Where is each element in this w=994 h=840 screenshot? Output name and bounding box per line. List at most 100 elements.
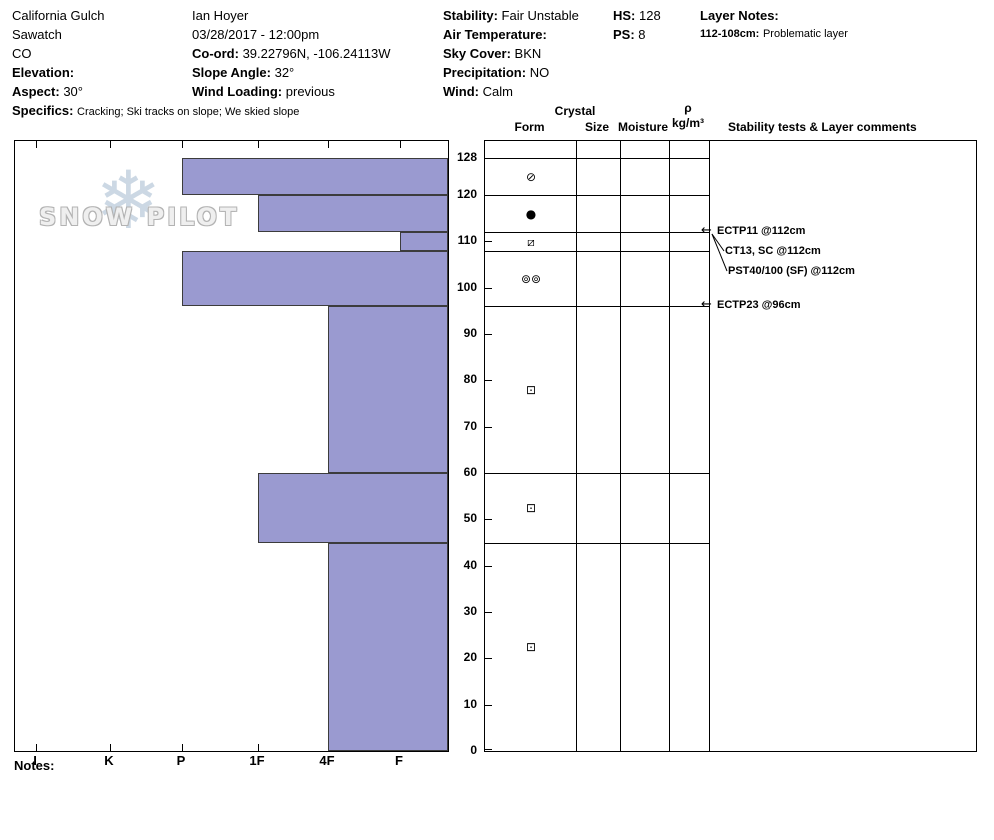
- form-header: Form: [514, 120, 545, 134]
- slope-angle-label: Slope Angle:: [192, 65, 271, 80]
- notes-label: Notes:: [14, 758, 55, 773]
- layer-boundary-line: [485, 473, 709, 474]
- snow-layer-bar: [182, 251, 448, 306]
- snow-layer-bar: [328, 543, 448, 751]
- depth-tick-label: 40: [463, 558, 477, 572]
- slope-angle-value: 32°: [274, 65, 295, 80]
- snow-layer-bar: [258, 473, 448, 543]
- observer-name: Ian Hoyer: [192, 8, 249, 23]
- depth-tick-label: 0: [470, 743, 477, 757]
- depth-tick-label: 100: [456, 280, 477, 294]
- hs-row: HS: 128: [613, 6, 661, 25]
- wind-row: Wind: Calm: [443, 82, 579, 101]
- coord-value: 39.22796N, -106.24113W: [242, 46, 391, 61]
- column-divider: [576, 141, 577, 751]
- logo-text: SNOW PILOT: [39, 203, 240, 231]
- depth-axis: 0 10 20 30 40 50 60 70 80 90 100 110 120 128: [447, 140, 480, 757]
- stability-column-header: Stability tests & Layer comments: [728, 120, 917, 134]
- grain-form-symbol: ●: [525, 206, 537, 221]
- hardness-axis: I K P 1F 4F F: [14, 753, 447, 769]
- specifics-value: Cracking; Ski tracks on slope; We skied …: [77, 106, 300, 118]
- depth-tick-label: 120: [456, 187, 477, 201]
- ps-row: PS: 8: [613, 25, 661, 44]
- hs-label: HS:: [613, 8, 636, 23]
- stability-label: Stability:: [443, 8, 498, 23]
- hardness-tick: [36, 141, 37, 148]
- header-conditions-column: Stability: Fair Unstable Air Temperature…: [443, 6, 579, 101]
- grain-form-symbol: ⊡: [525, 501, 537, 515]
- sky-cover-label: Sky Cover:: [443, 46, 511, 61]
- size-header: Size: [584, 120, 609, 134]
- air-temp-row: Air Temperature:: [443, 25, 579, 44]
- grain-form-symbol: ⊚⊚: [520, 271, 542, 286]
- hardness-tick-label: I: [33, 753, 37, 768]
- layer-boundary-line: [485, 306, 709, 307]
- depth-tick: [485, 705, 492, 706]
- grain-form-symbol: ⊡: [525, 640, 537, 654]
- hardness-tick: [110, 744, 111, 751]
- layer-boundary-line: [485, 251, 709, 252]
- depth-tick-label: 90: [463, 326, 477, 340]
- layer-notes-title-text: Layer Notes:: [700, 8, 779, 23]
- header-layer-notes-column: Layer Notes: 112-108cm: Problematic laye…: [700, 6, 848, 41]
- hardness-tick-label: 1F: [249, 753, 265, 768]
- depth-tick-label: 50: [463, 511, 477, 525]
- observation-datetime: 03/28/2017 - 12:00pm: [192, 27, 320, 42]
- depth-tick: [485, 288, 492, 289]
- depth-tick: [485, 566, 492, 567]
- depth-tick-label: 128: [456, 150, 477, 164]
- layer-notes-title: Layer Notes:: [700, 6, 848, 25]
- wind-value: Calm: [482, 84, 513, 99]
- layer-boundary-line: [485, 195, 709, 196]
- grain-form-symbol: ⊡: [525, 382, 537, 397]
- coord-label: Co-ord:: [192, 46, 239, 61]
- elevation-label: Elevation:: [12, 65, 75, 80]
- layers-chart: ⊘ ● ⧄ ⊚⊚ ⊡ ⊡ ⊡: [484, 140, 977, 752]
- depth-tick: [485, 658, 492, 659]
- header-location-column: California Gulch Sawatch CO Elevation: A…: [12, 6, 299, 120]
- snow-layer-bar: [328, 306, 448, 473]
- layer-boundary-line: [485, 543, 709, 544]
- density-units-header: kg/m³: [671, 116, 704, 130]
- hardness-tick: [36, 744, 37, 751]
- hardness-tick: [182, 744, 183, 751]
- depth-tick-label: 20: [463, 650, 477, 664]
- depth-tick-label: 60: [463, 465, 477, 479]
- snowpilot-logo: ❄ SNOW PILOT: [37, 157, 247, 267]
- layer-boundary-line: [485, 158, 709, 159]
- specifics-row: Specifics: Cracking; Ski tracks on slope…: [12, 101, 299, 120]
- air-temp-label: Air Temperature:: [443, 27, 547, 42]
- stability-row: Stability: Fair Unstable: [443, 6, 579, 25]
- column-divider: [709, 141, 710, 751]
- precip-value: NO: [529, 65, 550, 80]
- precip-label: Precipitation:: [443, 65, 527, 80]
- depth-tick: [485, 749, 492, 750]
- snow-layer-bar: [258, 195, 448, 232]
- ps-value: 8: [638, 27, 646, 42]
- hardness-tick-label: K: [104, 753, 114, 768]
- aspect-value: 30°: [63, 84, 83, 99]
- location-range: Sawatch: [12, 27, 62, 42]
- snow-layer-bar: [182, 158, 448, 195]
- ps-label: PS:: [613, 27, 635, 42]
- sky-cover-row: Sky Cover: BKN: [443, 44, 579, 63]
- coord-row: Co-ord: 39.22796N, -106.24113W: [192, 44, 390, 63]
- depth-tick: [485, 427, 492, 428]
- depth-tick-label: 10: [463, 697, 477, 711]
- layer-boundary-line: [485, 232, 709, 233]
- crystal-header: Crystal: [554, 104, 596, 118]
- aspect-row: Aspect: 30°: [12, 82, 299, 101]
- depth-tick-label: 110: [457, 233, 477, 247]
- hardness-tick: [258, 744, 259, 751]
- hardness-chart: ❄ SNOW PILOT: [14, 140, 449, 752]
- layer-note-row: 112-108cm: Problematic layer: [700, 25, 848, 41]
- layer-note-text: Problematic layer: [762, 28, 848, 40]
- wind-loading-label: Wind Loading:: [192, 84, 283, 99]
- elevation-row: Elevation:: [12, 63, 299, 82]
- wind-loading-value: previous: [285, 84, 335, 99]
- location-name: California Gulch: [12, 8, 105, 23]
- hardness-tick-label: F: [395, 753, 403, 768]
- depth-tick-label: 70: [463, 419, 477, 433]
- grain-form-symbol: ⧄: [527, 234, 535, 249]
